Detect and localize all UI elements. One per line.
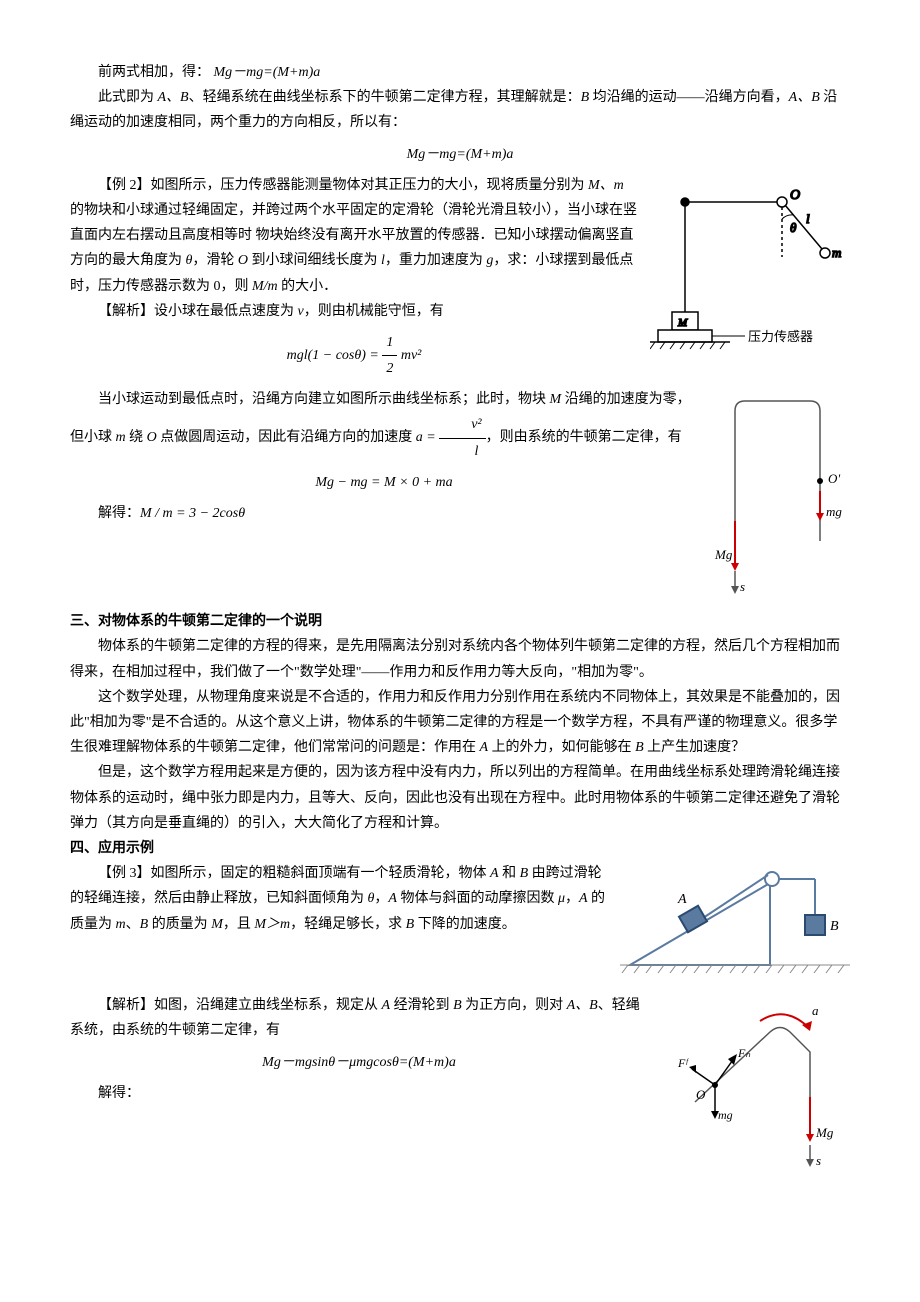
- equation-result: M / m = 3 − 2cosθ: [140, 506, 245, 521]
- text: 为正方向，则对: [462, 998, 567, 1013]
- label-Oprime: O': [828, 471, 840, 486]
- text: 点做圆周运动，因此有沿绳方向的加速度: [157, 430, 416, 445]
- label-M: M: [677, 317, 688, 329]
- label-Mg: Mg: [714, 547, 733, 562]
- var: M: [211, 917, 223, 932]
- var: B: [520, 866, 529, 881]
- text: 如图，沿绳建立曲线坐标系，规定从: [154, 998, 382, 1013]
- text: 当小球运动到最低点时，沿绳方向建立如图所示曲线坐标系；此时，物块: [98, 392, 550, 407]
- eq-num: v²: [439, 412, 485, 438]
- text: 到小球间细线长度为: [248, 253, 381, 268]
- paragraph: 物体系的牛顿第二定律的方程的得来，是先用隔离法分别对系统内各个物体列牛顿第二定律…: [70, 634, 850, 684]
- var: M＞m: [254, 917, 290, 932]
- text: ，滑轮: [192, 253, 238, 268]
- label-O: O: [696, 1087, 706, 1102]
- text: 、: [126, 917, 140, 932]
- text: 如图所示，压力传感器能测量物体对其正压力的大小，现将质量分别为: [151, 178, 589, 193]
- var: A、B: [158, 90, 189, 105]
- label-l: l: [806, 211, 810, 226]
- text: ，: [374, 891, 388, 906]
- figure-force-diagram: a O Fₙ Fᶠ mg Mg s: [660, 997, 850, 1177]
- text: 上的外力，如何能够在: [488, 740, 635, 755]
- label-s: s: [740, 579, 745, 594]
- text: 如图所示，固定的粗糙斜面顶端有一个轻质滑轮，物体: [151, 866, 491, 881]
- text: 下降的加速度。: [414, 917, 516, 932]
- eq-left: mgl(1 − cosθ) =: [287, 348, 379, 363]
- label-Ff: Fᶠ: [677, 1056, 689, 1070]
- text: 物体与斜面的动摩擦因数: [397, 891, 558, 906]
- section-4-title: 四、应用示例: [70, 836, 850, 861]
- equation-inline: Mg－mg=(M+m)a: [214, 65, 321, 80]
- solve-label: 解得：: [98, 506, 140, 521]
- label-s: s: [816, 1153, 821, 1168]
- figure-curvilinear-coord: O' Mg mg s: [710, 391, 850, 601]
- text: ，: [565, 891, 579, 906]
- figure-pulley-sensor: O m θ l M 压力传感器: [650, 177, 850, 367]
- text: ，重力加速度为: [385, 253, 487, 268]
- label-B: B: [830, 919, 839, 934]
- var: A、B: [567, 998, 598, 1013]
- var: B: [581, 90, 590, 105]
- var: A: [579, 891, 588, 906]
- example-label: 【例 3】: [98, 866, 151, 881]
- var: M、m: [588, 178, 624, 193]
- figure-inclined-plane: A B: [620, 865, 850, 985]
- text: ，轻绳足够长，求: [290, 917, 406, 932]
- var: A: [490, 866, 499, 881]
- eq-den: l: [439, 439, 485, 464]
- label-mg: mg: [718, 1108, 733, 1122]
- text: 设小球在最低点速度为: [154, 304, 298, 319]
- eq-right: mv²: [401, 348, 422, 363]
- var: B: [406, 917, 415, 932]
- var: μ: [558, 891, 565, 906]
- var: B: [453, 998, 462, 1013]
- var: A: [480, 740, 489, 755]
- text: 和: [499, 866, 520, 881]
- text: 的大小．: [278, 279, 338, 294]
- label-a: a: [812, 1003, 819, 1018]
- text: ，则由系统的牛顿第二定律，有: [486, 430, 682, 445]
- label-mg: mg: [826, 504, 842, 519]
- text: 的质量为: [148, 917, 211, 932]
- label-O: O: [790, 188, 800, 203]
- text: 此式即为: [98, 90, 158, 105]
- text: 绕: [126, 430, 147, 445]
- text: 均沿绳的运动——沿绳方向看，: [589, 90, 789, 105]
- paragraph: 前两式相加，得： Mg－mg=(M+m)a: [70, 60, 850, 85]
- eq-den: 2: [382, 356, 397, 381]
- var: O: [147, 430, 157, 445]
- example-label: 【例 2】: [98, 178, 151, 193]
- paragraph: 此式即为 A、B、轻绳系统在曲线坐标系下的牛顿第二定律方程，其理解就是：B 均沿…: [70, 85, 850, 135]
- text: 、轻绳系统在曲线坐标系下的牛顿第二定律方程，其理解就是：: [189, 90, 581, 105]
- solution-label: 【解析】: [98, 998, 154, 1013]
- text: 前两式相加，得：: [98, 65, 210, 80]
- solution-label: 【解析】: [98, 304, 154, 319]
- var: m: [116, 430, 126, 445]
- label-FN: Fₙ: [737, 1046, 750, 1060]
- var: A、B: [789, 90, 820, 105]
- text: 上产生加速度？: [644, 740, 746, 755]
- var: B: [635, 740, 644, 755]
- var: m: [116, 917, 126, 932]
- paragraph: 但是，这个数学方程用起来是方便的，因为该方程中没有内力，所以列出的方程简单。在用…: [70, 760, 850, 836]
- label-Mg: Mg: [815, 1125, 834, 1140]
- var: A: [382, 998, 391, 1013]
- var: M: [550, 392, 562, 407]
- label-m: m: [832, 245, 841, 260]
- var: A: [388, 891, 397, 906]
- label-A: A: [677, 892, 687, 907]
- var: B: [140, 917, 149, 932]
- text: ，且: [223, 917, 255, 932]
- label-theta: θ: [790, 220, 797, 235]
- text: 经滑轮到: [390, 998, 453, 1013]
- equation: Mg－mg=(M+m)a: [70, 142, 850, 167]
- var: a =: [416, 430, 436, 445]
- section-3-title: 三、对物体系的牛顿第二定律的一个说明: [70, 609, 850, 634]
- eq-num: 1: [382, 330, 397, 356]
- text: ，则由机械能守恒，有: [304, 304, 444, 319]
- var: M/m: [252, 279, 278, 294]
- var: O: [238, 253, 248, 268]
- label-sensor: 压力传感器: [748, 329, 813, 344]
- paragraph: 这个数学处理，从物理角度来说是不合适的，作用力和反作用力分别作用在系统内不同物体…: [70, 685, 850, 761]
